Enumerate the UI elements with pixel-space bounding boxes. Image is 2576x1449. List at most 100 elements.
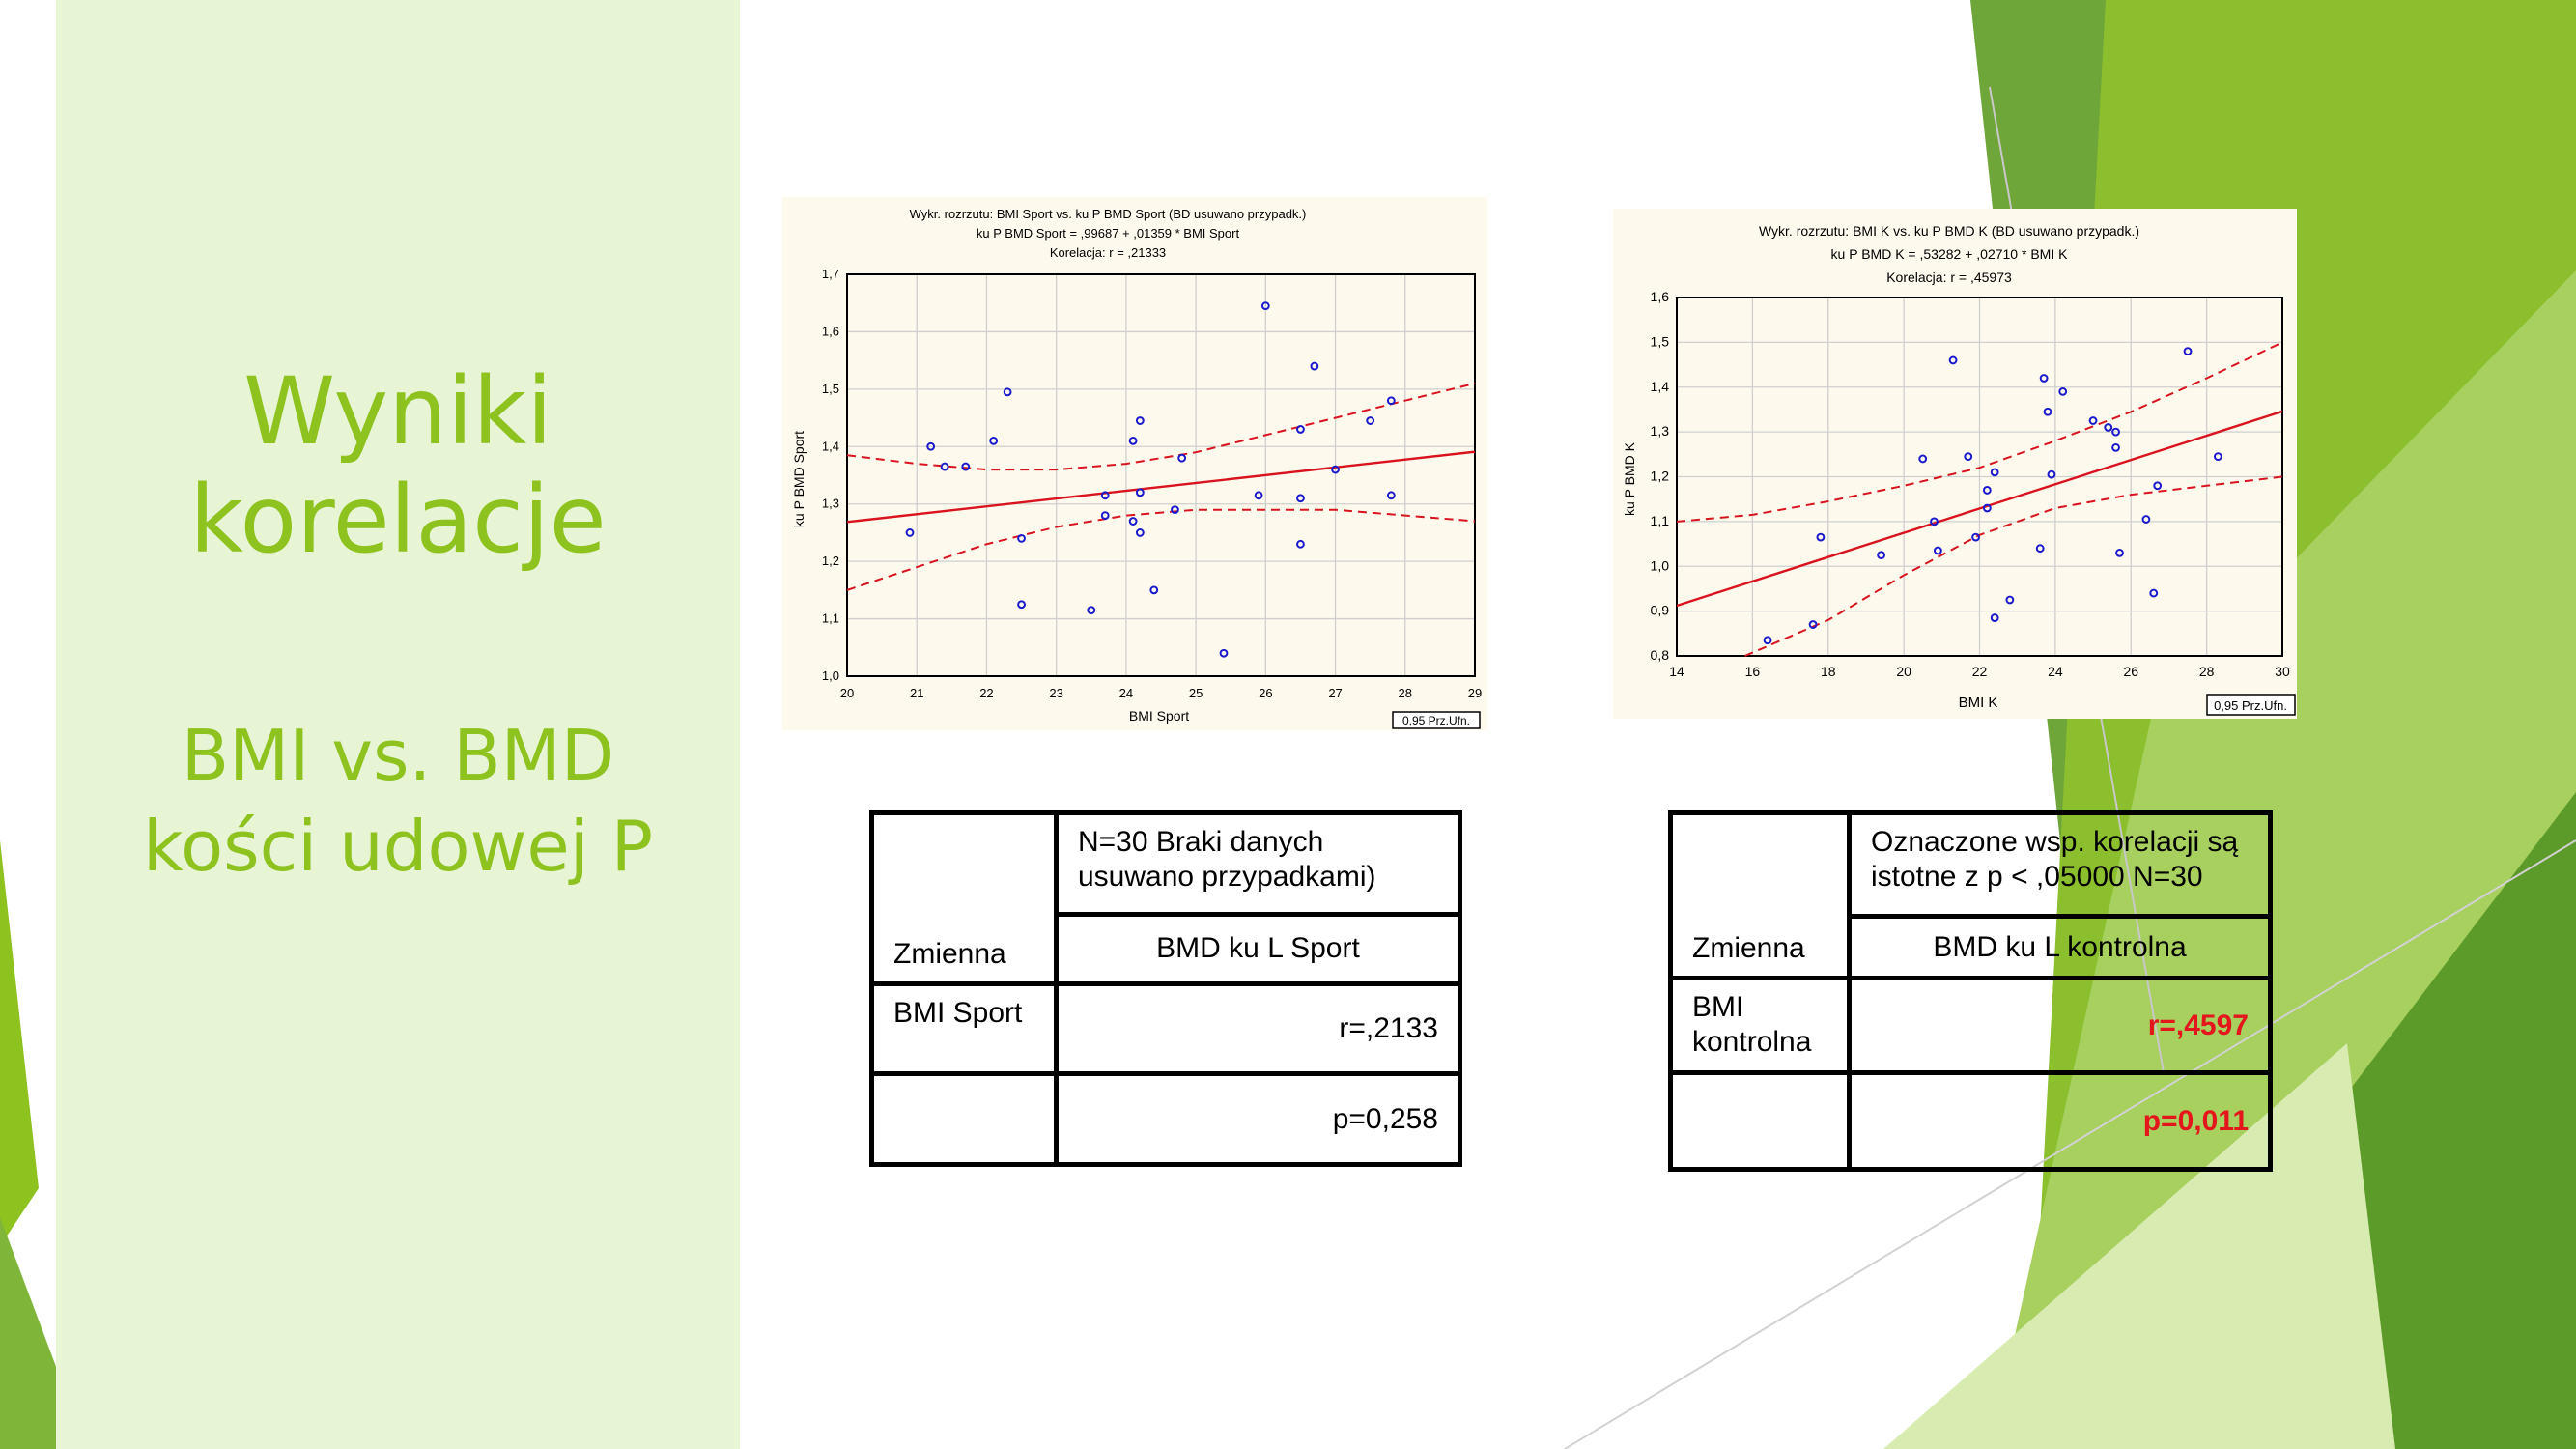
y-tick-label: 0,8 [1651,647,1670,663]
table-note-cell: Oznaczone wsp. korelacji są istotne z p … [1847,810,2273,919]
data-point [2153,481,2163,491]
r-value-significant: r=,4597 [2147,1009,2249,1041]
y-tick-labels: 1,0 1,1 1,2 1,3 1,4 1,5 1,6 1,7 [822,267,839,683]
data-point [989,436,999,445]
data-point [1386,396,1396,406]
variable-header-cell: Zmienna [869,810,1059,986]
data-point [1816,532,1826,542]
x-tick-label: 24 [1119,686,1133,700]
data-point [2043,407,2052,416]
slide-title-line-1: Wyniki [243,357,552,466]
data-point [1003,387,1012,397]
p-value-cell: p=0,011 [1847,1070,2273,1172]
x-tick-label: 21 [910,686,923,700]
slide-subtitle-line-1: BMI vs. BMD [181,715,615,796]
y-tick-label: 1,3 [1651,423,1670,439]
y-axis-label: ku P BMD K [1622,441,1637,516]
data-point [2111,442,2120,452]
x-tick-label: 24 [2048,664,2063,679]
data-points [905,301,1396,658]
chart-equation: ku P BMD Sport = ,99687 + ,01359 * BMI S… [977,226,1240,241]
data-point [940,462,949,471]
regression-line [846,450,1476,524]
x-tick-label: 23 [1049,686,1062,700]
data-point [2149,588,2159,598]
y-tick-label: 1,5 [822,382,839,396]
x-tick-label: 16 [1745,664,1761,679]
x-tick-label: 14 [1669,664,1684,679]
data-point [2035,544,2045,554]
data-point [2039,374,2049,383]
data-point [1177,453,1187,463]
legend-box [1392,711,1481,729]
row-label-line-2: kontrolna [1692,1026,1812,1058]
data-point [1808,620,1818,629]
variable-header: Zmienna [1692,932,1805,964]
x-tick-label: 30 [2275,664,2290,679]
data-point [1100,511,1110,521]
data-point [1918,454,1928,464]
correlation-table-control: Zmienna Oznaczone wsp. korelacji są isto… [1668,810,2273,1172]
data-point [1877,551,1886,560]
row-label-line-1: BMI [1692,991,1744,1023]
scatter-chart-control: 14 16 18 20 22 24 26 28 30 0,8 0,9 1,0 1,1 1,2 1,3 1,4… [1613,209,2297,719]
r-value: r=,2133 [1339,1012,1438,1045]
data-point [1135,528,1145,537]
data-point [1100,491,1110,500]
y-axis-label: ku P BMD Sport [791,431,807,527]
x-tick-label: 18 [1821,664,1836,679]
data-point [1386,491,1396,500]
regression-line [1676,410,2283,608]
slide-subtitle-line-2: kości udowej P [142,806,654,887]
slide-subtitle: BMI vs. BMD kości udowej P [56,710,740,892]
y-tick-label: 1,4 [822,439,839,453]
y-tick-label: 1,4 [1651,379,1670,394]
y-tick-label: 1,1 [1651,513,1670,528]
data-point [1135,488,1145,497]
data-point [2213,452,2222,462]
data-point [2141,515,2151,524]
data-point [1982,486,1992,495]
data-point [1933,546,1942,555]
chart-background [1613,209,2297,719]
data-point [1296,539,1305,549]
y-tick-label: 0,9 [1651,603,1670,618]
legend-box [2206,694,2296,716]
chart-background [782,197,1487,730]
data-point [905,528,915,537]
data-point [1948,355,1958,365]
column-header-cell: BMD ku L Sport [1054,911,1462,986]
title-panel [56,0,740,1449]
confidence-upper-line [846,382,1476,471]
data-point [1254,491,1263,500]
data-point [926,441,936,451]
y-tick-label: 1,2 [822,554,839,568]
p-value-significant: p=0,011 [2142,1104,2249,1137]
decor-left-wedge [0,840,39,1246]
fit-line [1676,410,2283,608]
correlation-table-sport: Zmienna N=30 Braki danych usuwano przypa… [869,810,1462,1167]
x-axis-label: BMI Sport [1129,708,1189,724]
p-value-cell: p=0,258 [1054,1071,1462,1167]
x-tick-label: 25 [1189,686,1203,700]
empty-cell [1668,1070,1852,1172]
row-label: BMI Sport [893,996,1023,1029]
legend-text: 0,95 Prz.Ufn. [2214,698,2287,713]
column-header-cell: BMD ku L kontrolna [1847,914,2273,980]
x-tick-label: 26 [1259,686,1272,700]
data-point [1310,361,1319,371]
confidence-upper-line [1676,341,2283,523]
data-point [1087,606,1096,615]
variable-header-cell: Zmienna [1668,810,1852,980]
chart-title: Wykr. rozrzutu: BMI K vs. ku P BMD K (BD… [1759,223,2139,239]
data-point [1149,585,1159,595]
scatter-chart-control-svg: 14 16 18 20 22 24 26 28 30 0,8 0,9 1,0 1,1 1,2 1,3 1,4… [1613,209,2297,719]
data-point [1296,494,1305,503]
x-tick-labels: 20 21 22 23 24 25 26 27 28 29 [840,686,1482,700]
data-point [2005,595,2015,605]
table-note: N=30 Braki danych usuwano przypadkami) [1078,826,1376,893]
x-tick-label: 22 [979,686,993,700]
y-tick-label: 1,6 [822,324,839,338]
data-points [1763,347,2222,645]
column-header: BMD ku L Sport [1156,932,1360,965]
